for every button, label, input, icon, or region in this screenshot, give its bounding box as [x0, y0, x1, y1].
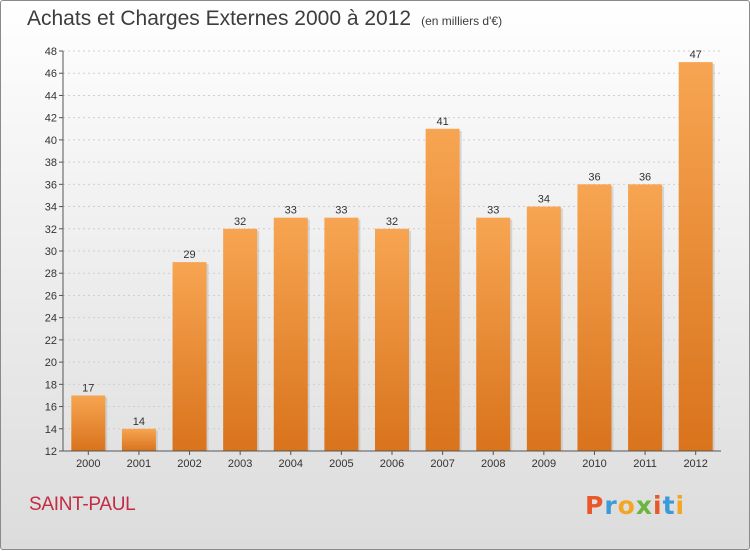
y-tick-label: 14: [45, 424, 57, 436]
logo-letter: t: [662, 491, 676, 520]
bar: [273, 217, 308, 451]
bar-value-label: 36: [639, 171, 651, 183]
bar-value-label: 33: [487, 205, 499, 217]
bar: [577, 184, 612, 452]
y-tick-label: 36: [45, 179, 57, 191]
bar-value-label: 33: [285, 205, 297, 217]
bar-value-label: 14: [133, 416, 145, 428]
y-tick-label: 46: [45, 68, 57, 80]
x-tick-label: 2003: [228, 458, 252, 470]
logo-letter: o: [617, 491, 636, 520]
bar-value-label: 17: [82, 382, 94, 394]
bar: [71, 395, 106, 451]
bar: [324, 217, 359, 451]
x-tick-label: 2011: [633, 458, 657, 470]
x-tick-label: 2000: [76, 458, 100, 470]
axes: 12 14 16 18 20 22 24 26 28 30 32 34 36 38 40 42 44 46 48 20…: [45, 46, 721, 470]
y-tick-label: 22: [45, 335, 57, 347]
x-tick-label: 2012: [683, 458, 707, 470]
x-tick-label: 2008: [481, 458, 505, 470]
y-tick-label: 40: [45, 135, 57, 147]
x-tick-label: 2004: [279, 458, 303, 470]
bar: [223, 228, 258, 451]
bar: [172, 262, 207, 451]
bar-value-label: 36: [588, 171, 600, 183]
chart-unit: (en milliers d'€): [421, 14, 503, 28]
bar-value-label: 32: [234, 216, 246, 228]
bar-value-label: 34: [538, 194, 550, 206]
x-tick-label: 2006: [380, 458, 404, 470]
y-tick-label: 20: [45, 357, 57, 369]
bar-value-label: 47: [690, 49, 702, 61]
y-tick-label: 12: [45, 446, 57, 458]
bar: [526, 206, 561, 451]
y-tick-label: 26: [45, 290, 57, 302]
y-tick-label: 18: [45, 379, 57, 391]
bar: [121, 428, 156, 451]
logo-letter: r: [604, 491, 618, 520]
y-tick-label: 38: [45, 157, 57, 169]
bar: [628, 184, 663, 452]
bar-value-label: 32: [386, 216, 398, 228]
chart-title-text: Achats et Charges Externes 2000 à 2012: [27, 7, 412, 30]
logo-letter: x: [635, 491, 653, 520]
y-tick-label: 32: [45, 224, 57, 236]
bar: [476, 217, 511, 451]
bar-value-label: 33: [335, 205, 347, 217]
y-tick-label: 42: [45, 113, 57, 125]
y-tick-label: 48: [45, 46, 57, 58]
bar: [425, 128, 460, 451]
x-tick-label: 2009: [532, 458, 556, 470]
x-tick-label: 2001: [127, 458, 151, 470]
y-tick-label: 34: [45, 202, 57, 214]
y-tick-label: 28: [45, 268, 57, 280]
y-tick-label: 16: [45, 402, 57, 414]
bar: [678, 62, 713, 451]
logo-letter: i: [653, 491, 663, 520]
proxiti-logo: Proxiti: [585, 491, 685, 520]
bar-value-label: 29: [183, 249, 195, 261]
y-tick-label: 24: [45, 313, 57, 325]
logo-letter: i: [675, 491, 686, 520]
y-tick-label: 30: [45, 246, 57, 258]
x-tick-label: 2007: [430, 458, 454, 470]
bar-value-label: 41: [436, 116, 448, 128]
bar: [375, 228, 409, 451]
logo-letter: P: [585, 491, 605, 520]
y-tick-label: 44: [45, 90, 57, 102]
chart-title: Achats et Charges Externes 2000 à 2012 (e…: [27, 7, 502, 31]
place-name: SAINT-PAUL: [29, 494, 136, 515]
x-tick-label: 2005: [329, 458, 353, 470]
x-tick-label: 2010: [582, 458, 606, 470]
x-tick-label: 2002: [177, 458, 201, 470]
bars: 17 14 29 32 33 33 32 41 33 34 36 36 47: [71, 49, 715, 452]
